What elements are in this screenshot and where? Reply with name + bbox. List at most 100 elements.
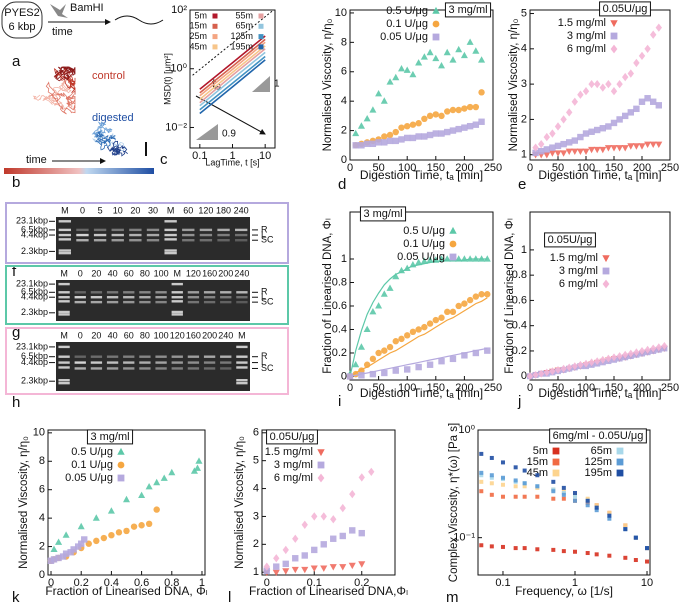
marker-label: 2.3kbp xyxy=(21,246,48,256)
data-point xyxy=(633,105,640,113)
data-point xyxy=(649,141,657,148)
legend-label: 15m xyxy=(189,21,207,31)
data-point xyxy=(489,481,494,486)
y-tick-label: 10² xyxy=(171,4,187,16)
time-label: time xyxy=(52,26,73,38)
gel-band xyxy=(217,228,230,232)
gel-band xyxy=(76,233,89,237)
data-point xyxy=(623,555,628,560)
annotation-box xyxy=(86,429,134,445)
y-tick-label: 2 xyxy=(39,540,45,552)
gel-band xyxy=(90,296,103,299)
data-point xyxy=(538,369,545,378)
data-point xyxy=(560,150,568,157)
data-point xyxy=(420,257,428,264)
lane-label: 200 xyxy=(202,330,217,340)
lane-label: M xyxy=(238,330,246,340)
legend-label: 0.1 U/μg xyxy=(386,18,428,30)
data-point xyxy=(566,139,573,146)
linear-dna xyxy=(114,15,164,25)
annotation: 0.05U/μg xyxy=(548,234,593,246)
lane-label: 160 xyxy=(202,268,217,278)
data-point xyxy=(415,133,422,140)
data-point xyxy=(560,115,567,124)
panel-letter: c xyxy=(160,151,168,168)
data-point xyxy=(571,137,578,144)
data-point xyxy=(369,308,377,315)
data-point xyxy=(500,482,505,487)
data-point xyxy=(357,122,365,129)
data-point xyxy=(543,146,550,153)
data-point xyxy=(375,349,382,357)
annotation-box xyxy=(544,232,596,248)
legend-title-box xyxy=(549,428,647,444)
x-tick-label: 0.2 xyxy=(354,577,369,589)
data-point xyxy=(432,111,439,118)
annotation: 3 mg/ml xyxy=(90,431,129,443)
gel-band xyxy=(171,310,183,314)
gel-band xyxy=(220,291,232,294)
gel-band xyxy=(171,291,183,294)
digested-label: digested xyxy=(92,112,134,124)
gel-image xyxy=(56,280,250,321)
data-point xyxy=(320,565,328,572)
gel-band xyxy=(236,361,248,364)
gel-band xyxy=(106,367,119,370)
gel-band xyxy=(58,296,70,299)
gel-band xyxy=(217,239,230,242)
legend-marker xyxy=(258,34,264,40)
y-tick-label: 8 xyxy=(341,36,347,48)
data-point xyxy=(363,115,371,122)
band-label: R xyxy=(261,224,268,234)
data-point xyxy=(455,302,462,310)
data-point xyxy=(160,474,168,481)
y-tick-label: 6 xyxy=(341,66,347,78)
annotation: tₐ xyxy=(212,76,222,92)
gel-band xyxy=(58,313,70,316)
y-axis-label: MSD(t) [μm²] xyxy=(162,53,172,105)
gel-band xyxy=(139,361,151,364)
data-point xyxy=(386,78,394,85)
legend-title: 6mg/ml - 0.05U/μg xyxy=(553,430,644,442)
data-point xyxy=(349,527,356,534)
data-point xyxy=(415,326,422,333)
data-point xyxy=(461,300,468,307)
annotation-box xyxy=(599,1,651,17)
plot-frame xyxy=(261,429,396,576)
lane-label: 200 xyxy=(218,268,233,278)
data-point xyxy=(535,484,540,489)
legend-marker xyxy=(258,23,264,29)
data-point xyxy=(532,149,539,157)
data-point xyxy=(607,553,612,558)
data-point xyxy=(627,109,634,116)
data-point xyxy=(352,360,360,368)
gel-band xyxy=(220,300,232,304)
legend-marker xyxy=(610,32,618,40)
gel-band xyxy=(129,228,142,232)
legend-marker xyxy=(616,458,624,466)
data-point xyxy=(310,565,318,572)
gel-band xyxy=(236,366,248,369)
y-tick-label: 0.4 xyxy=(332,323,347,335)
data-point xyxy=(500,544,505,549)
data-point xyxy=(282,568,290,575)
data-point xyxy=(655,102,662,109)
x-tick-label: 0 xyxy=(264,577,270,589)
lane-label: 240 xyxy=(234,268,249,278)
y-tick-label: 2 xyxy=(253,538,259,550)
lane-label: 0 xyxy=(80,205,85,215)
lane-label: 100 xyxy=(154,330,169,340)
data-point xyxy=(484,347,491,354)
y-axis-label: Complex Viscosity, η*(ω) [Pa s] xyxy=(448,423,460,582)
data-point xyxy=(560,364,567,373)
data-point xyxy=(585,503,590,508)
data-point xyxy=(386,137,394,145)
marker-label: 2.3kbp xyxy=(21,307,48,317)
data-point xyxy=(535,494,540,499)
legend-label: 25m xyxy=(189,31,207,41)
gel-band xyxy=(123,355,135,358)
data-point xyxy=(381,133,388,140)
gel-band xyxy=(58,355,70,358)
gel-frame xyxy=(5,327,289,395)
annotation: 3 mg/ml xyxy=(448,4,487,16)
